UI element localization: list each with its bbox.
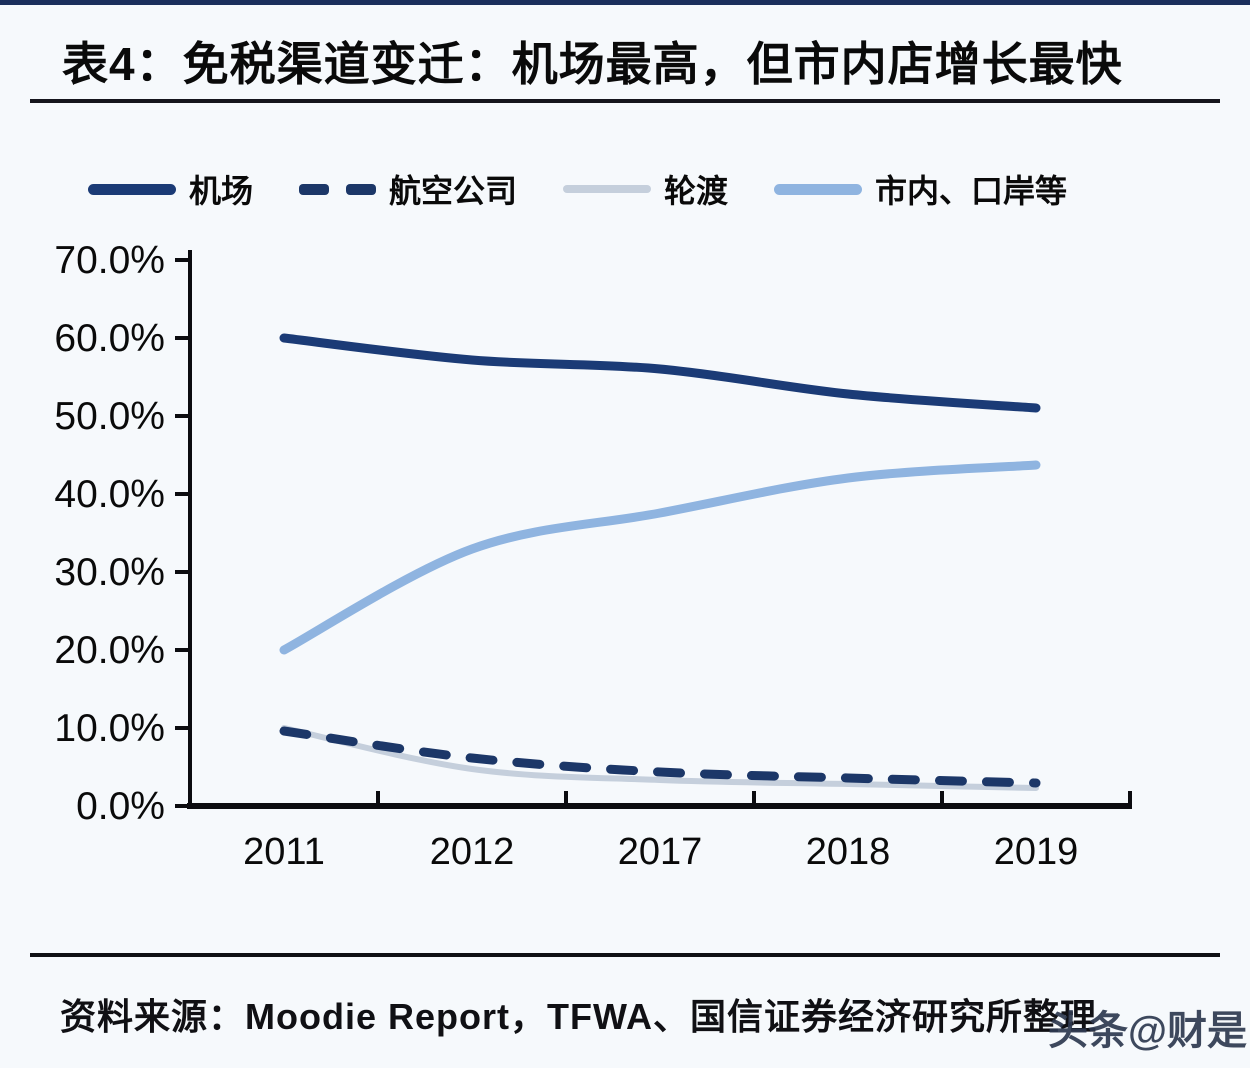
watermark: 头条@财是 (1048, 1009, 1248, 1053)
legend-label: 市内、口岸等 (875, 173, 1068, 209)
x-tick-label: 2011 (243, 831, 325, 873)
legend-label: 航空公司 (389, 173, 518, 209)
ferry-line-swatch (563, 185, 652, 193)
x-tick-label: 2018 (806, 831, 891, 873)
legend-item-ferry: 轮渡 (563, 166, 728, 212)
footer-divider (30, 953, 1220, 957)
y-tick-label: 50.0% (54, 395, 165, 438)
airlines-line (279, 726, 1041, 788)
y-tick-label: 70.0% (54, 239, 165, 282)
y-tick-label: 60.0% (54, 317, 165, 360)
city-port-line (279, 460, 1041, 655)
y-tick-label: 0.0% (76, 785, 165, 828)
line-chart: 0.0% 10.0% 20.0% 30.0% 40.0% 50.0% 60.0% 70.0% 2… (54, 239, 1132, 873)
x-tick-label: 2017 (618, 831, 703, 873)
legend-label: 机场 (189, 173, 254, 209)
source-note: 资料来源：Moodie Report，TFWA、国信证券经济研究所整理 (60, 996, 1097, 1037)
page-title: 表4：免税渠道变迁：机场最高，但市内店增长最快 (62, 38, 1123, 90)
airport-line (279, 333, 1041, 413)
x-tick-label: 2019 (994, 831, 1079, 873)
y-tick-label: 10.0% (54, 707, 165, 750)
chart-legend: 机场 航空公司 轮渡 市内、口岸等 (88, 172, 1067, 209)
y-tick-label: 40.0% (54, 473, 165, 516)
legend-label: 轮渡 (664, 173, 729, 209)
chart-area: 0.0% 10.0% 20.0% 30.0% 40.0% 50.0% 60.0% 70.0% 2… (0, 230, 1250, 880)
top-accent-bar (0, 0, 1250, 5)
legend-item-airport: 机场 (88, 166, 253, 212)
title-divider (30, 99, 1220, 103)
ferry-line (281, 725, 1039, 791)
y-tick-label: 30.0% (54, 551, 165, 594)
x-tick-label: 2012 (430, 831, 515, 873)
airport-line-swatch (88, 183, 176, 195)
airlines-dash-swatch (299, 183, 377, 195)
legend-item-airlines: 航空公司 (299, 166, 517, 212)
legend-item-city-port: 市内、口岸等 (774, 166, 1067, 212)
y-tick-label: 20.0% (54, 629, 165, 672)
city-port-line-swatch (774, 183, 863, 195)
